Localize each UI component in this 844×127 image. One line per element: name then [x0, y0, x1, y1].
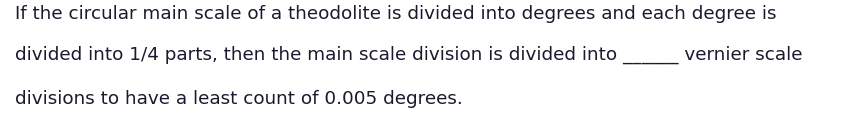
Text: divided into 1/4 parts, then the main scale division is divided into ______ vern: divided into 1/4 parts, then the main sc… — [15, 45, 803, 64]
Text: divisions to have a least count of 0.005 degrees.: divisions to have a least count of 0.005… — [15, 90, 463, 108]
Text: If the circular main scale of a theodolite is divided into degrees and each degr: If the circular main scale of a theodoli… — [15, 5, 776, 23]
